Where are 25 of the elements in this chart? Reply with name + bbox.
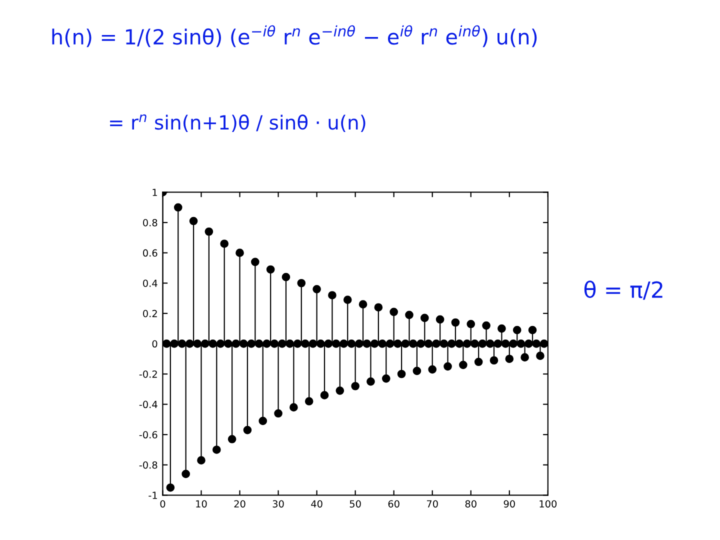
- text: h(n) = 1/(2 sinθ) (e$^{−iθ}$ r$^{n}$ e$^{−inθ}$ − e$^{iθ}$ r$^{n}$ e$^{inθ}$) u(n): [52, 25, 537, 48]
- x-tick-label: 80: [465, 500, 476, 508]
- y-tick-label: 0.8: [143, 219, 158, 226]
- x-tick-label: 30: [272, 500, 284, 508]
- y-tick-label: 0: [152, 340, 158, 348]
- x-tick-label: 60: [388, 500, 400, 508]
- x-tick-label: 90: [504, 500, 515, 508]
- x-tick-label: 40: [311, 500, 322, 508]
- x-tick-label: 0: [160, 500, 166, 508]
- y-tick-label: -0.6: [139, 431, 158, 438]
- x-tick-label: 10: [196, 500, 207, 508]
- x-tick-label: 100: [540, 500, 557, 508]
- y-tick-label: 1: [152, 188, 157, 196]
- x-tick-label: 50: [350, 500, 361, 508]
- x-tick-label: 20: [234, 500, 246, 508]
- y-tick-label: -0.4: [139, 400, 158, 408]
- y-tick-label: 0.4: [143, 280, 158, 287]
- y-tick-label: -0.2: [139, 370, 157, 378]
- text: θ = π/2: [584, 280, 662, 300]
- y-tick-label: -1: [148, 492, 157, 499]
- y-tick-label: 0.2: [143, 310, 157, 318]
- x-tick-label: 70: [426, 500, 438, 508]
- y-tick-label: -0.8: [139, 461, 158, 469]
- y-tick-label: 0.6: [143, 249, 158, 257]
- text: = r$^{n}$ sin(n+1)θ / sinθ · u(n): [110, 114, 366, 132]
